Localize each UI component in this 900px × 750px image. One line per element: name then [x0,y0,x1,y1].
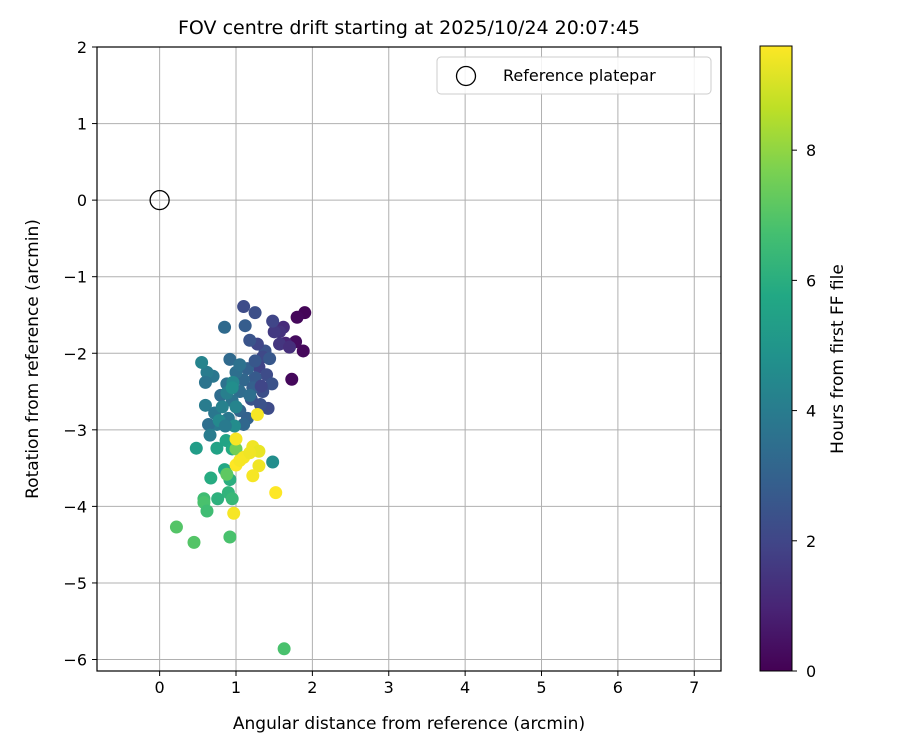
data-point [263,352,277,366]
x-tick-label: 3 [384,678,394,697]
x-tick-label: 4 [460,678,470,697]
data-point [202,417,216,431]
data-point [227,419,241,433]
data-point [277,642,291,656]
colorbar-tick-label: 8 [806,141,816,160]
data-point [189,441,203,455]
y-tick-label: −2 [63,344,87,363]
x-tick-label: 1 [231,678,241,697]
data-point [195,355,209,369]
data-point [246,469,260,483]
data-point [238,319,252,333]
x-tick-label: 6 [613,678,623,697]
reference-platepar-marker [149,189,170,211]
colorbar-tick-label: 4 [806,402,816,421]
colorbar-label: Hours from first FF file [828,264,848,454]
x-tick-label: 5 [536,678,546,697]
data-point [243,388,257,402]
data-point [229,442,243,456]
data-point [252,459,266,473]
data-point [169,520,183,534]
x-tick-label: 7 [689,678,699,697]
y-axis-label: Rotation from reference (arcmin) [23,219,43,499]
colorbar-tick-label: 2 [806,532,816,551]
x-tick-label: 0 [155,678,165,697]
y-tick-label: 1 [77,115,87,134]
data-point [266,314,280,328]
data-point [237,300,251,314]
data-point [225,381,239,395]
y-tick-label: −6 [63,651,87,670]
data-point [229,432,243,446]
x-axis-ticks: 0 1 2 3 4 5 6 7 [155,671,699,697]
plot-frame [96,46,722,672]
data-point [210,441,224,455]
data-point [187,535,201,549]
data-point [273,337,287,351]
data-point [243,333,257,347]
data-point [215,400,229,414]
data-point [267,325,281,339]
data-point [200,504,214,518]
y-tick-label: −4 [63,497,87,516]
x-tick-label: 2 [307,678,317,697]
data-point [211,492,225,506]
data-point [233,358,247,372]
y-tick-label: −5 [63,574,87,593]
data-point [223,352,237,366]
data-point [198,398,212,412]
data-point [233,453,247,467]
data-point [253,398,267,412]
data-point [269,486,283,500]
grid-lines [97,46,721,671]
data-point [285,372,299,386]
data-point [265,377,279,391]
legend-box [436,56,712,95]
data-point [200,365,214,379]
data-point [220,467,234,481]
data-point [198,375,212,389]
data-points [149,189,312,656]
data-point [243,446,257,460]
y-axis-ticks: 2 1 0 −1 −2 −3 −4 −5 −6 [63,38,97,670]
data-point [266,455,280,469]
data-point [223,530,237,544]
data-point [248,306,262,320]
legend: Reference platepar [436,56,712,95]
data-point [296,344,310,358]
y-tick-label: 2 [77,38,87,57]
legend-marker-reference [455,65,477,87]
data-point [290,310,304,324]
data-point [229,400,243,414]
legend-label-reference: Reference platepar [503,66,656,85]
colorbar-tick-label: 0 [806,662,816,681]
colorbar [759,45,793,672]
data-point [282,340,296,354]
data-point [218,320,232,334]
data-point [204,471,218,485]
data-point [250,408,264,422]
colorbar-ticks: 0 2 4 6 8 [792,141,816,681]
data-point [227,506,241,520]
data-point [225,492,239,506]
y-tick-label: −1 [63,268,87,287]
y-tick-label: −3 [63,421,87,440]
y-tick-label: 0 [77,191,87,210]
data-point [248,354,262,368]
chart-title: FOV centre drift starting at 2025/10/24 … [178,17,640,39]
data-point [254,379,268,393]
colorbar-tick-label: 6 [806,271,816,290]
x-axis-label: Angular distance from reference (arcmin) [233,714,585,734]
data-point [218,419,232,433]
data-point [203,428,217,442]
